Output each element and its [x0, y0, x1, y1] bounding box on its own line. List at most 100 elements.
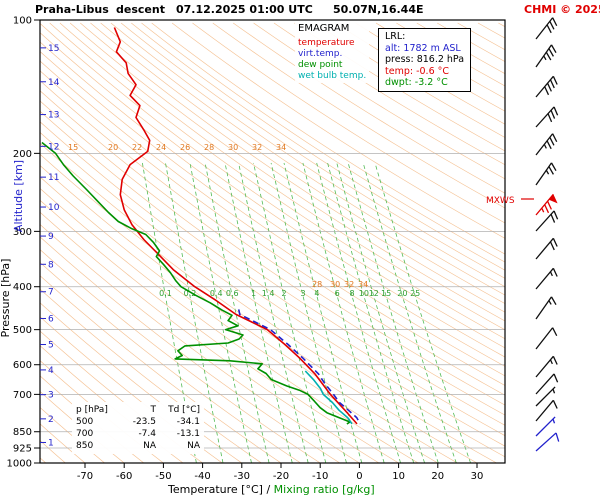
dry-adiabat-line [40, 80, 505, 406]
dry-adiabat-line [141, 22, 505, 263]
wind-barb-feather [552, 17, 558, 27]
wind-barb-half-feather [548, 300, 552, 305]
dry-adiabat-line [40, 275, 282, 463]
copyright: CHMI © 2025 [524, 3, 600, 16]
altitude-tick-label: 13 [48, 111, 59, 121]
wind-barb [535, 399, 558, 422]
wind-barb-feather [546, 82, 552, 92]
altitude-tick-label: 15 [48, 44, 59, 54]
altitude-tick-label: 4 [48, 366, 54, 376]
lrl-dewpoint: dwpt: -3.2 °C [385, 77, 448, 88]
wind-barb-shaft [535, 399, 554, 422]
wind-barb-shaft [535, 17, 554, 40]
wind-barb-shaft [535, 133, 554, 156]
dry-adiabat-line [151, 22, 505, 255]
dry-adiabat-line [40, 121, 505, 447]
wind-barb-shaft [535, 355, 554, 378]
wind-barb [535, 237, 558, 260]
dry-adiabat-line [40, 32, 505, 358]
dry-adiabat-line [40, 110, 505, 437]
lrl-info-box: LRL: alt: 1782 m ASL press: 816.2 hPa te… [378, 28, 472, 92]
wind-barb-half-feather [549, 271, 553, 277]
altitude-tick-label: 2 [48, 415, 54, 425]
mixing-ratio-line [238, 162, 309, 463]
dry-adiabat-line [40, 330, 203, 463]
wind-barb [535, 210, 559, 232]
dry-adiabat-line [90, 22, 505, 305]
temperature-tick-label: 0 [356, 471, 362, 482]
table-row: 850 NA NA [76, 440, 200, 452]
dry-adiabat-line [335, 22, 505, 125]
wind-barb-half-feather [541, 207, 545, 213]
wind-barb-shaft [535, 373, 555, 395]
pressure-tick-label: 100 [13, 16, 32, 27]
wet-bulb-temp--curve [304, 370, 353, 425]
dry-adiabat-line [40, 288, 262, 463]
dry-adiabat-line [49, 22, 505, 340]
mixing-ratio-line [270, 162, 347, 463]
wind-barb-feather [549, 136, 555, 146]
dry-adiabat-line [457, 22, 505, 51]
mixing-ratio-value-label: 0.4 [210, 289, 223, 298]
wind-barb [535, 296, 557, 320]
mixing-ratio-value-label: 1.4 [262, 289, 275, 298]
dry-adiabat-line [0, 23, 7, 463]
wind-barb-feather [550, 162, 557, 172]
pressure-tick-label: 850 [13, 427, 32, 438]
wind-barb [535, 17, 558, 40]
wind-barb-feather [547, 113, 553, 123]
cell-t-700: -7.4 [138, 429, 156, 439]
wind-barb [535, 106, 559, 128]
wind-barb-feather [548, 166, 554, 175]
pressure-tick-label: 925 [13, 444, 32, 455]
dry-adiabat-line [40, 223, 360, 463]
mixing-ratio-value-label: 10 [359, 289, 369, 298]
mixing-ratio-value-label: 25 [410, 289, 420, 298]
isoline-value-label: 34 [276, 143, 286, 152]
wind-barb [535, 416, 556, 437]
wind-barb [535, 432, 560, 452]
dry-adiabat-line [40, 60, 505, 386]
wind-barb-feather [546, 200, 552, 210]
table-header-row: p [hPa] T Td [°C] [76, 404, 200, 416]
altitude-tick-label: 5 [48, 341, 54, 351]
isoline-value-label: 28 [312, 280, 322, 289]
virt-temp--curve [237, 309, 361, 425]
dry-adiabat-line [40, 41, 505, 367]
table-col-dewpoint: Td [°C] [168, 405, 200, 415]
dry-adiabat-line [40, 211, 380, 463]
dry-adiabat-line [120, 22, 505, 279]
dry-adiabat-line [294, 22, 505, 152]
mixing-ratio-line [362, 162, 457, 463]
mixing-ratio-value-label: 4 [314, 289, 319, 298]
legend: EMAGRAM temperature virt.temp. dew point… [295, 22, 370, 83]
altitude-tick-label: 12 [48, 142, 59, 152]
dry-adiabat-line [59, 22, 505, 331]
wind-barb-half-feather [549, 359, 553, 365]
mixing-ratio-line [347, 162, 439, 463]
dry-adiabat-line [40, 90, 505, 416]
mixing-ratio-line [374, 162, 471, 463]
dry-adiabat-line [171, 22, 505, 239]
mixing-ratio-line [316, 162, 401, 463]
wind-barb-shaft [535, 386, 556, 407]
x-axis-title: Temperature [°C] / Mixing ratio [g/kg] [167, 483, 375, 496]
dry-adiabat-line [40, 70, 505, 396]
legend-title: EMAGRAM [298, 23, 350, 34]
wind-barb-shaft [535, 237, 554, 260]
mixing-ratio-value-label: 8 [350, 289, 355, 298]
temperature-tick-label: -50 [155, 471, 171, 482]
wind-barb [535, 267, 558, 290]
wind-barb-feather [549, 79, 555, 89]
x-axis-title-temperature: Temperature [°C] [167, 483, 263, 496]
dry-adiabat-line [314, 22, 505, 138]
dry-adiabat-line [253, 22, 505, 180]
wind-barb-half-feather [552, 418, 556, 424]
dry-adiabat-line [212, 22, 505, 209]
wind-barb [535, 133, 558, 156]
dry-adiabat-line [273, 22, 505, 166]
cell-p-850: 850 [76, 441, 94, 451]
wind-barb-feather [549, 20, 555, 30]
temperature-tick-label: 20 [431, 471, 444, 482]
